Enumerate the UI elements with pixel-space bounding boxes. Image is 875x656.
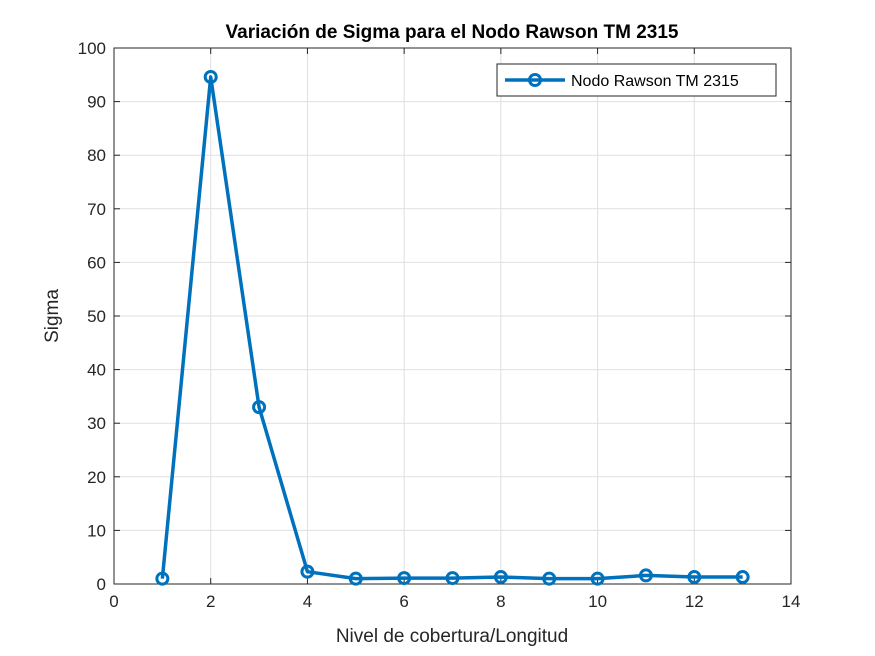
x-tick-label: 2	[206, 592, 215, 611]
x-tick-label: 4	[303, 592, 312, 611]
y-tick-label: 10	[87, 521, 106, 540]
legend: Nodo Rawson TM 2315	[496, 63, 777, 97]
data-point	[735, 570, 750, 585]
data-point	[252, 400, 267, 415]
x-tick-label: 12	[685, 592, 704, 611]
x-tick-label: 10	[588, 592, 607, 611]
x-tick-label: 14	[782, 592, 801, 611]
y-tick-label: 100	[78, 39, 106, 58]
y-tick-label: 80	[87, 146, 106, 165]
y-tick-label: 30	[87, 414, 106, 433]
y-tick-label: 0	[97, 575, 106, 594]
y-tick-label: 90	[87, 93, 106, 112]
data-point	[445, 571, 460, 586]
data-point	[300, 564, 315, 579]
series-layer	[155, 69, 750, 586]
grid	[113, 47, 792, 585]
legend-marker	[528, 73, 542, 87]
data-point	[542, 571, 557, 586]
data-point	[397, 571, 412, 586]
y-tick-label: 50	[87, 307, 106, 326]
x-tick-label: 6	[399, 592, 408, 611]
y-tick-label: 40	[87, 361, 106, 380]
y-axis-label: Sigma	[42, 289, 63, 343]
data-point	[493, 570, 508, 585]
chart-title: Variación de Sigma para el Nodo Rawson T…	[226, 22, 679, 43]
x-axis-label: Nivel de cobertura/Longitud	[336, 626, 568, 647]
data-point	[155, 571, 170, 586]
data-point	[203, 69, 218, 84]
data-point	[687, 570, 702, 585]
data-point	[638, 568, 653, 583]
legend-label: Nodo Rawson TM 2315	[571, 73, 739, 90]
series-line	[160, 75, 743, 581]
data-point	[590, 571, 605, 586]
y-tick-label: 20	[87, 468, 106, 487]
axis-ticks: 0 2 4 6 8 10 12 14 0 10 20 30 40 50 60 70 80 90 100	[78, 39, 801, 611]
x-tick-label: 0	[109, 592, 118, 611]
x-tick-label: 8	[496, 592, 505, 611]
y-tick-label: 70	[87, 200, 106, 219]
y-tick-label: 60	[87, 253, 106, 272]
data-point	[348, 571, 363, 586]
